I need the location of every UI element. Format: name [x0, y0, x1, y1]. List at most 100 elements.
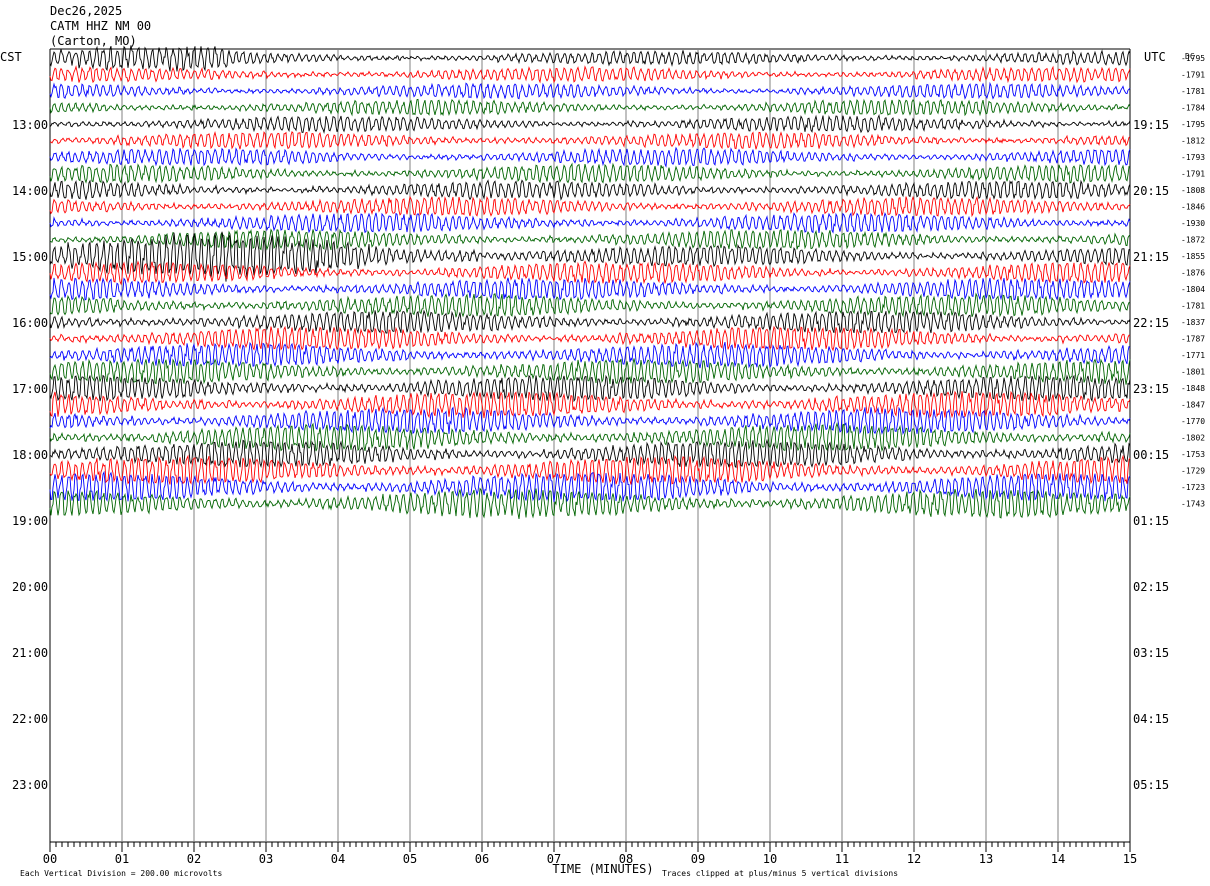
seismic-trace: [49, 228, 1131, 252]
dc-offset-label: -1855: [1181, 252, 1205, 261]
seismic-trace: [49, 325, 1131, 352]
dc-offset-label: -1801: [1181, 368, 1205, 377]
cst-hour-label: 16:00: [12, 316, 48, 330]
dc-offset-label: -1784: [1181, 104, 1205, 113]
x-tick-label: 11: [835, 852, 849, 866]
cst-hour-label: 17:00: [12, 382, 48, 396]
seismic-trace: [49, 179, 1131, 201]
x-tick-label: 15: [1123, 852, 1137, 866]
cst-hour-label: 19:00: [12, 514, 48, 528]
utc-hour-label: 21:15: [1133, 250, 1169, 264]
dc-offset-label: -1804: [1181, 285, 1205, 294]
utc-hour-label: 02:15: [1133, 580, 1169, 594]
dc-offset-label: -1846: [1181, 203, 1205, 212]
x-tick-label: 13: [979, 852, 993, 866]
seismic-trace: [49, 113, 1131, 134]
vertical-division-note: Each Vertical Division = 200.00 microvol…: [20, 869, 222, 878]
seismic-trace: [49, 358, 1131, 385]
cst-hour-label: 13:00: [12, 118, 48, 132]
seismic-trace: [49, 292, 1131, 318]
utc-hour-label: 23:15: [1133, 382, 1169, 396]
x-axis-label: TIME (MINUTES): [552, 862, 653, 876]
cst-hour-label: 18:00: [12, 448, 48, 462]
x-tick-label: 09: [691, 852, 705, 866]
dc-offset-label: -1791: [1181, 170, 1205, 179]
seismic-trace: [49, 162, 1131, 184]
clipping-note: Traces clipped at plus/minus 5 vertical …: [662, 869, 898, 878]
seismic-trace: [49, 277, 1131, 301]
seismic-trace: [49, 421, 1131, 453]
seismic-trace: [49, 390, 1131, 419]
dc-offset-label: -1795: [1181, 120, 1205, 129]
dc-offset-label: -1876: [1181, 269, 1205, 278]
dc-offset-label: -1808: [1181, 186, 1205, 195]
dc-offset-label: -1793: [1181, 153, 1205, 162]
cst-hour-label: 20:00: [12, 580, 48, 594]
seismic-trace: [49, 438, 1131, 469]
x-tick-label: 07: [547, 852, 561, 866]
dc-offset-label: -1729: [1181, 467, 1205, 476]
x-tick-label: 14: [1051, 852, 1065, 866]
dc-offset-label: -1795: [1181, 54, 1205, 63]
seismic-trace: [49, 81, 1131, 100]
seismic-trace: [49, 341, 1131, 369]
dc-offset-label: -1847: [1181, 401, 1205, 410]
seismic-trace: [49, 487, 1131, 519]
x-tick-label: 03: [259, 852, 273, 866]
x-tick-label: 00: [43, 852, 57, 866]
seismic-trace: [49, 374, 1131, 403]
seismic-trace: [49, 260, 1131, 286]
seismic-trace: [49, 146, 1131, 168]
header-date: Dec26,2025: [50, 4, 123, 18]
x-tick-label: 01: [115, 852, 129, 866]
seismic-trace: [49, 470, 1131, 503]
cst-hour-label: 23:00: [12, 778, 48, 792]
dc-offset-label: -1872: [1181, 236, 1205, 245]
utc-hour-label: 04:15: [1133, 712, 1169, 726]
right-timezone-label: UTC: [1144, 50, 1166, 64]
seismic-trace: [49, 454, 1131, 485]
utc-hour-label: 20:15: [1133, 184, 1169, 198]
cst-hour-label: 21:00: [12, 646, 48, 660]
seismic-trace: [49, 406, 1131, 436]
x-tick-label: 05: [403, 852, 417, 866]
dc-offset-label: -1771: [1181, 351, 1205, 360]
dc-offset-label: -1802: [1181, 434, 1205, 443]
seismic-trace: [49, 45, 1131, 72]
seismic-trace: [49, 309, 1131, 335]
x-tick-label: 10: [763, 852, 777, 866]
seismic-trace: [49, 98, 1131, 117]
utc-hour-label: 00:15: [1133, 448, 1169, 462]
x-tick-label: 06: [475, 852, 489, 866]
seismic-trace: [49, 195, 1131, 218]
utc-hour-label: 22:15: [1133, 316, 1169, 330]
x-tick-label: 02: [187, 852, 201, 866]
dc-offset-label: -1753: [1181, 450, 1205, 459]
utc-hour-label: 05:15: [1133, 778, 1169, 792]
seismic-trace: [49, 130, 1131, 150]
cst-hour-label: 15:00: [12, 250, 48, 264]
left-timezone-label: CST: [0, 50, 22, 64]
dc-offset-label: -1781: [1181, 302, 1205, 311]
x-tick-label: 12: [907, 852, 921, 866]
utc-hour-label: 19:15: [1133, 118, 1169, 132]
header-location: (Carton, MO): [50, 34, 137, 48]
cst-hour-label: 14:00: [12, 184, 48, 198]
seismic-trace: [49, 231, 1131, 282]
dc-offset-label: -1837: [1181, 318, 1205, 327]
header-station: CATM HHZ NM 00: [50, 19, 152, 33]
cst-hour-label: 22:00: [12, 712, 48, 726]
dc-offset-label: -1791: [1181, 71, 1205, 80]
dc-offset-label: -1787: [1181, 335, 1205, 344]
x-tick-label: 04: [331, 852, 345, 866]
seismic-trace: [49, 212, 1131, 234]
dc-offset-label: -1848: [1181, 384, 1205, 393]
dc-offset-label: -1812: [1181, 137, 1205, 146]
seismic-trace: [49, 65, 1131, 84]
dc-offset-label: -1723: [1181, 483, 1205, 492]
dc-offset-label: -1930: [1181, 219, 1205, 228]
dc-offset-label: -1781: [1181, 87, 1205, 96]
utc-hour-label: 03:15: [1133, 646, 1169, 660]
dc-offset-label: -1770: [1181, 417, 1205, 426]
